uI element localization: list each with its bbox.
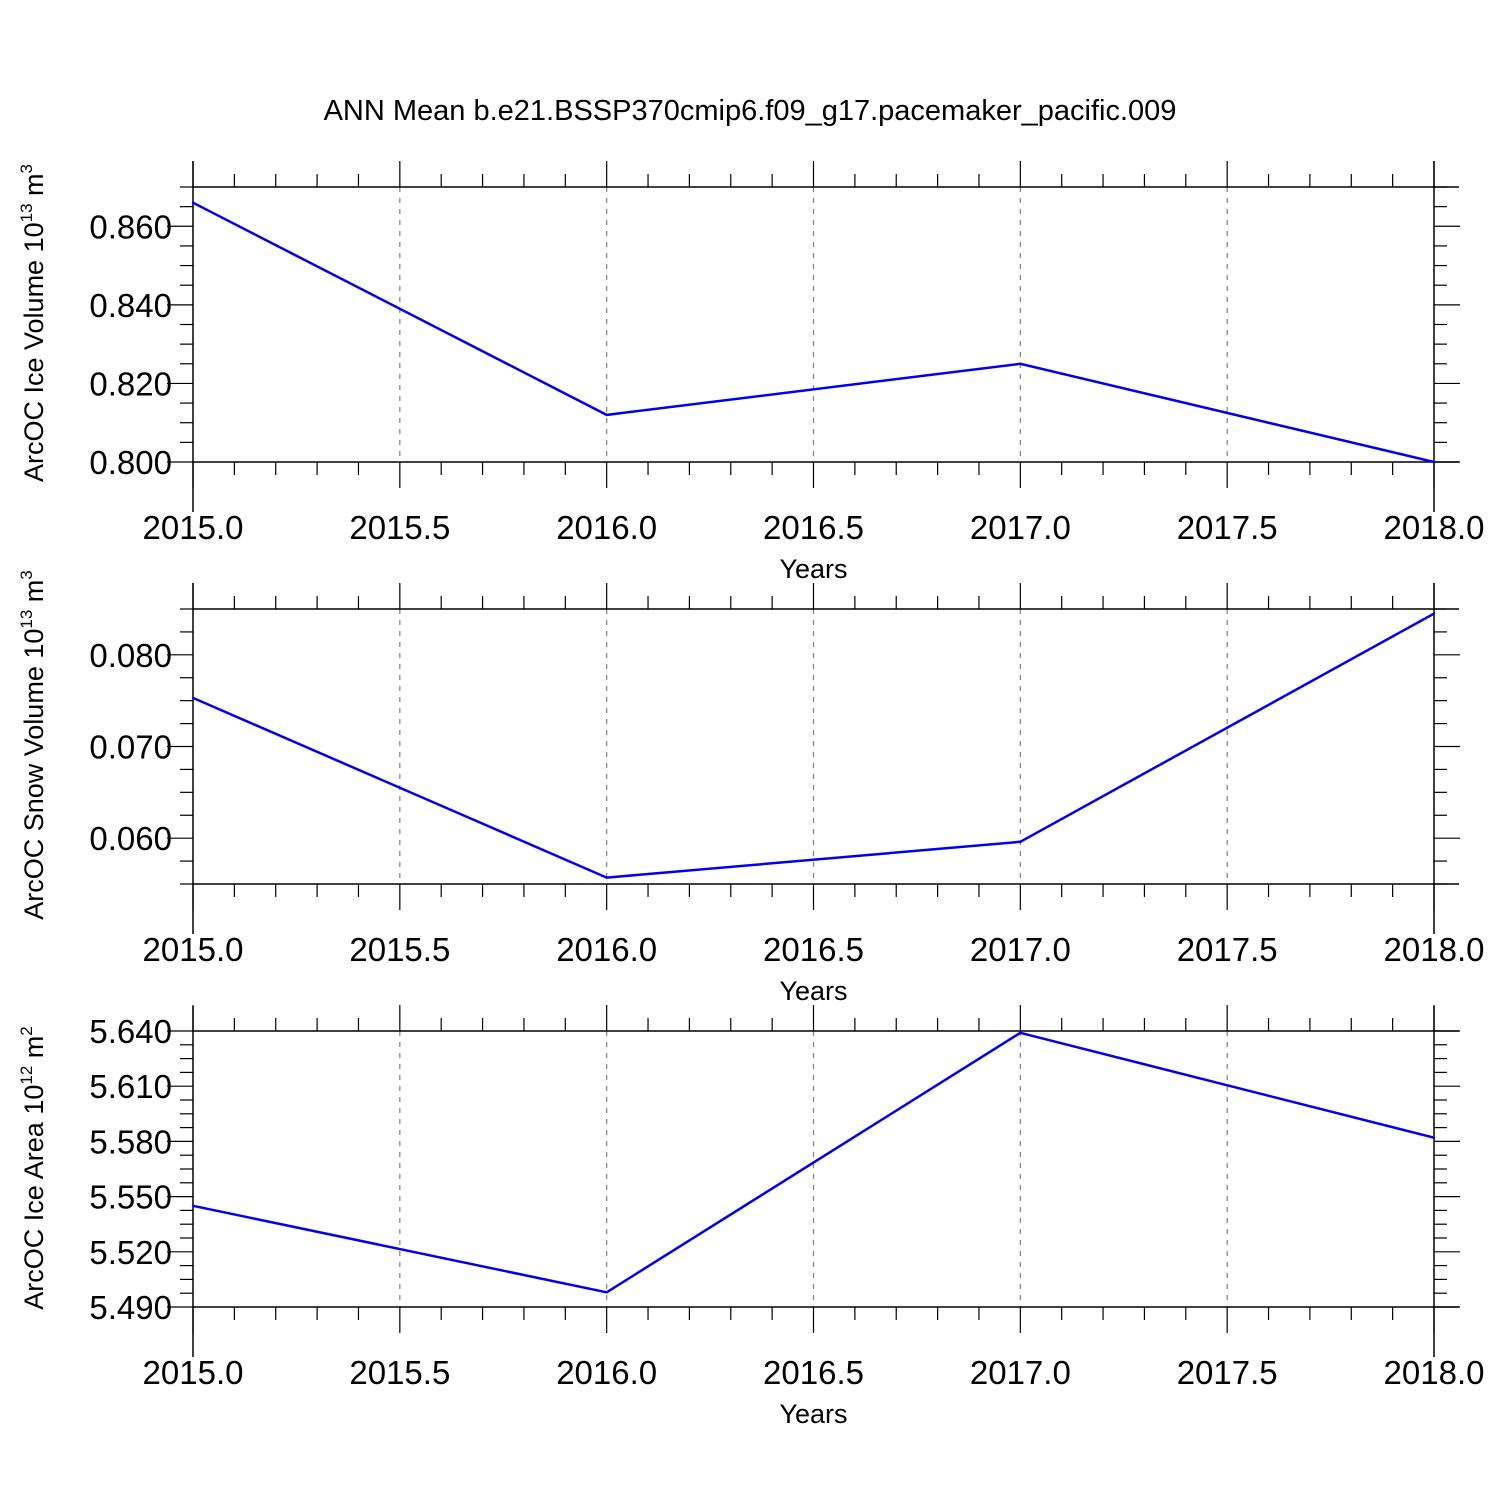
x-axis-label: Years bbox=[779, 1399, 847, 1429]
y-axis-label: ArcOC Ice Volume 1013 m3 bbox=[17, 164, 49, 482]
x-tick-label: 2017.0 bbox=[970, 931, 1071, 968]
x-tick-label: 2015.5 bbox=[349, 931, 450, 968]
y-axis-label-text: ArcOC Snow Volume 10 bbox=[19, 629, 49, 920]
data-point bbox=[605, 876, 608, 879]
data-point bbox=[605, 1291, 608, 1294]
y-tick-label: 0.860 bbox=[89, 208, 172, 245]
x-tick-label: 2016.0 bbox=[556, 931, 657, 968]
y-axis-label-superscript: 2 bbox=[17, 1026, 36, 1035]
x-tick-label: 2017.0 bbox=[970, 1354, 1071, 1391]
y-tick-label: 5.640 bbox=[89, 1013, 172, 1050]
chart-panels: 2015.0 2015.5 2016.0 2016.5 2017.0 2017.5 2018… bbox=[17, 161, 1484, 1429]
y-tick-label: 5.520 bbox=[89, 1234, 172, 1271]
x-tick-label: 2015.5 bbox=[349, 509, 450, 546]
x-tick-label: 2015.0 bbox=[143, 509, 244, 546]
chart-panel-2: 2015.0 2015.5 2016.0 2016.5 2017.0 2017.5 2018… bbox=[17, 570, 1484, 1006]
series-line bbox=[192, 612, 1435, 879]
x-axis-label: Years bbox=[779, 976, 847, 1006]
x-tick-label: 2015.0 bbox=[143, 1354, 244, 1391]
series-line bbox=[192, 201, 1435, 464]
y-tick-label: 5.610 bbox=[89, 1068, 172, 1105]
y-axis-label-text: ArcOC Ice Area 10 bbox=[19, 1085, 49, 1310]
x-tick-label: 2018.0 bbox=[1384, 931, 1485, 968]
data-point bbox=[1019, 1031, 1022, 1035]
x-tick-label: 2016.5 bbox=[763, 509, 864, 546]
y-axis-label-superscript: 13 bbox=[17, 203, 36, 222]
chart-panel-3: 2015.0 2015.5 2016.0 2016.5 2017.0 2017.5 2018… bbox=[17, 1005, 1484, 1429]
x-tick-label: 2016.0 bbox=[556, 1354, 657, 1391]
y-axis-label: ArcOC Ice Area 1012 m2 bbox=[17, 1026, 49, 1310]
y-tick-label: 0.840 bbox=[89, 287, 172, 324]
data-point bbox=[191, 1204, 195, 1208]
data-point bbox=[191, 696, 195, 700]
y-tick-label: 5.490 bbox=[89, 1289, 172, 1326]
y-tick-label: 0.820 bbox=[89, 365, 172, 402]
y-tick-label: 0.060 bbox=[89, 820, 172, 857]
x-axis-label: Years bbox=[779, 554, 847, 584]
y-tick-label: 0.070 bbox=[89, 729, 172, 766]
x-tick-label: 2017.5 bbox=[1177, 1354, 1278, 1391]
x-tick-label: 2015.0 bbox=[143, 931, 244, 968]
y-axis-label: ArcOC Snow Volume 1013 m3 bbox=[17, 570, 49, 920]
y-axis-label-text: ArcOC Ice Volume 10 bbox=[19, 222, 49, 482]
x-tick-label: 2015.5 bbox=[349, 1354, 450, 1391]
data-point bbox=[605, 413, 608, 417]
x-tick-label: 2017.5 bbox=[1177, 931, 1278, 968]
x-tick-label: 2018.0 bbox=[1384, 509, 1485, 546]
y-axis-label-superscript: 12 bbox=[17, 1066, 36, 1085]
series-line bbox=[192, 1031, 1435, 1294]
y-axis-label-superscript: 3 bbox=[17, 164, 36, 173]
y-axis-label-superscript: 3 bbox=[17, 570, 36, 579]
y-tick-label: 0.080 bbox=[89, 637, 172, 674]
x-tick-label: 2017.5 bbox=[1177, 509, 1278, 546]
chart-panel-1: 2015.0 2015.5 2016.0 2016.5 2017.0 2017.5 2018… bbox=[17, 161, 1484, 584]
y-tick-label: 5.580 bbox=[89, 1123, 172, 1160]
x-tick-label: 2018.0 bbox=[1384, 1354, 1485, 1391]
data-point bbox=[1019, 362, 1022, 365]
x-tick-label: 2016.5 bbox=[763, 1354, 864, 1391]
data-point bbox=[1019, 840, 1022, 844]
y-axis-label-text: m bbox=[19, 173, 49, 203]
x-tick-label: 2016.0 bbox=[556, 509, 657, 546]
chart-title: ANN Mean b.e21.BSSP370cmip6.f09_g17.pace… bbox=[324, 95, 1177, 127]
x-tick-label: 2016.5 bbox=[763, 931, 864, 968]
data-point bbox=[1432, 1136, 1436, 1139]
x-tick-label: 2017.0 bbox=[970, 509, 1071, 546]
data-point bbox=[191, 201, 195, 204]
y-axis-label-text: m bbox=[19, 580, 49, 610]
y-axis-label-superscript: 13 bbox=[17, 610, 36, 629]
data-point bbox=[1432, 612, 1436, 615]
y-tick-label: 5.550 bbox=[89, 1179, 172, 1216]
y-tick-label: 0.800 bbox=[89, 444, 172, 481]
data-point bbox=[1432, 460, 1436, 464]
y-axis-label-text: m bbox=[19, 1036, 49, 1066]
